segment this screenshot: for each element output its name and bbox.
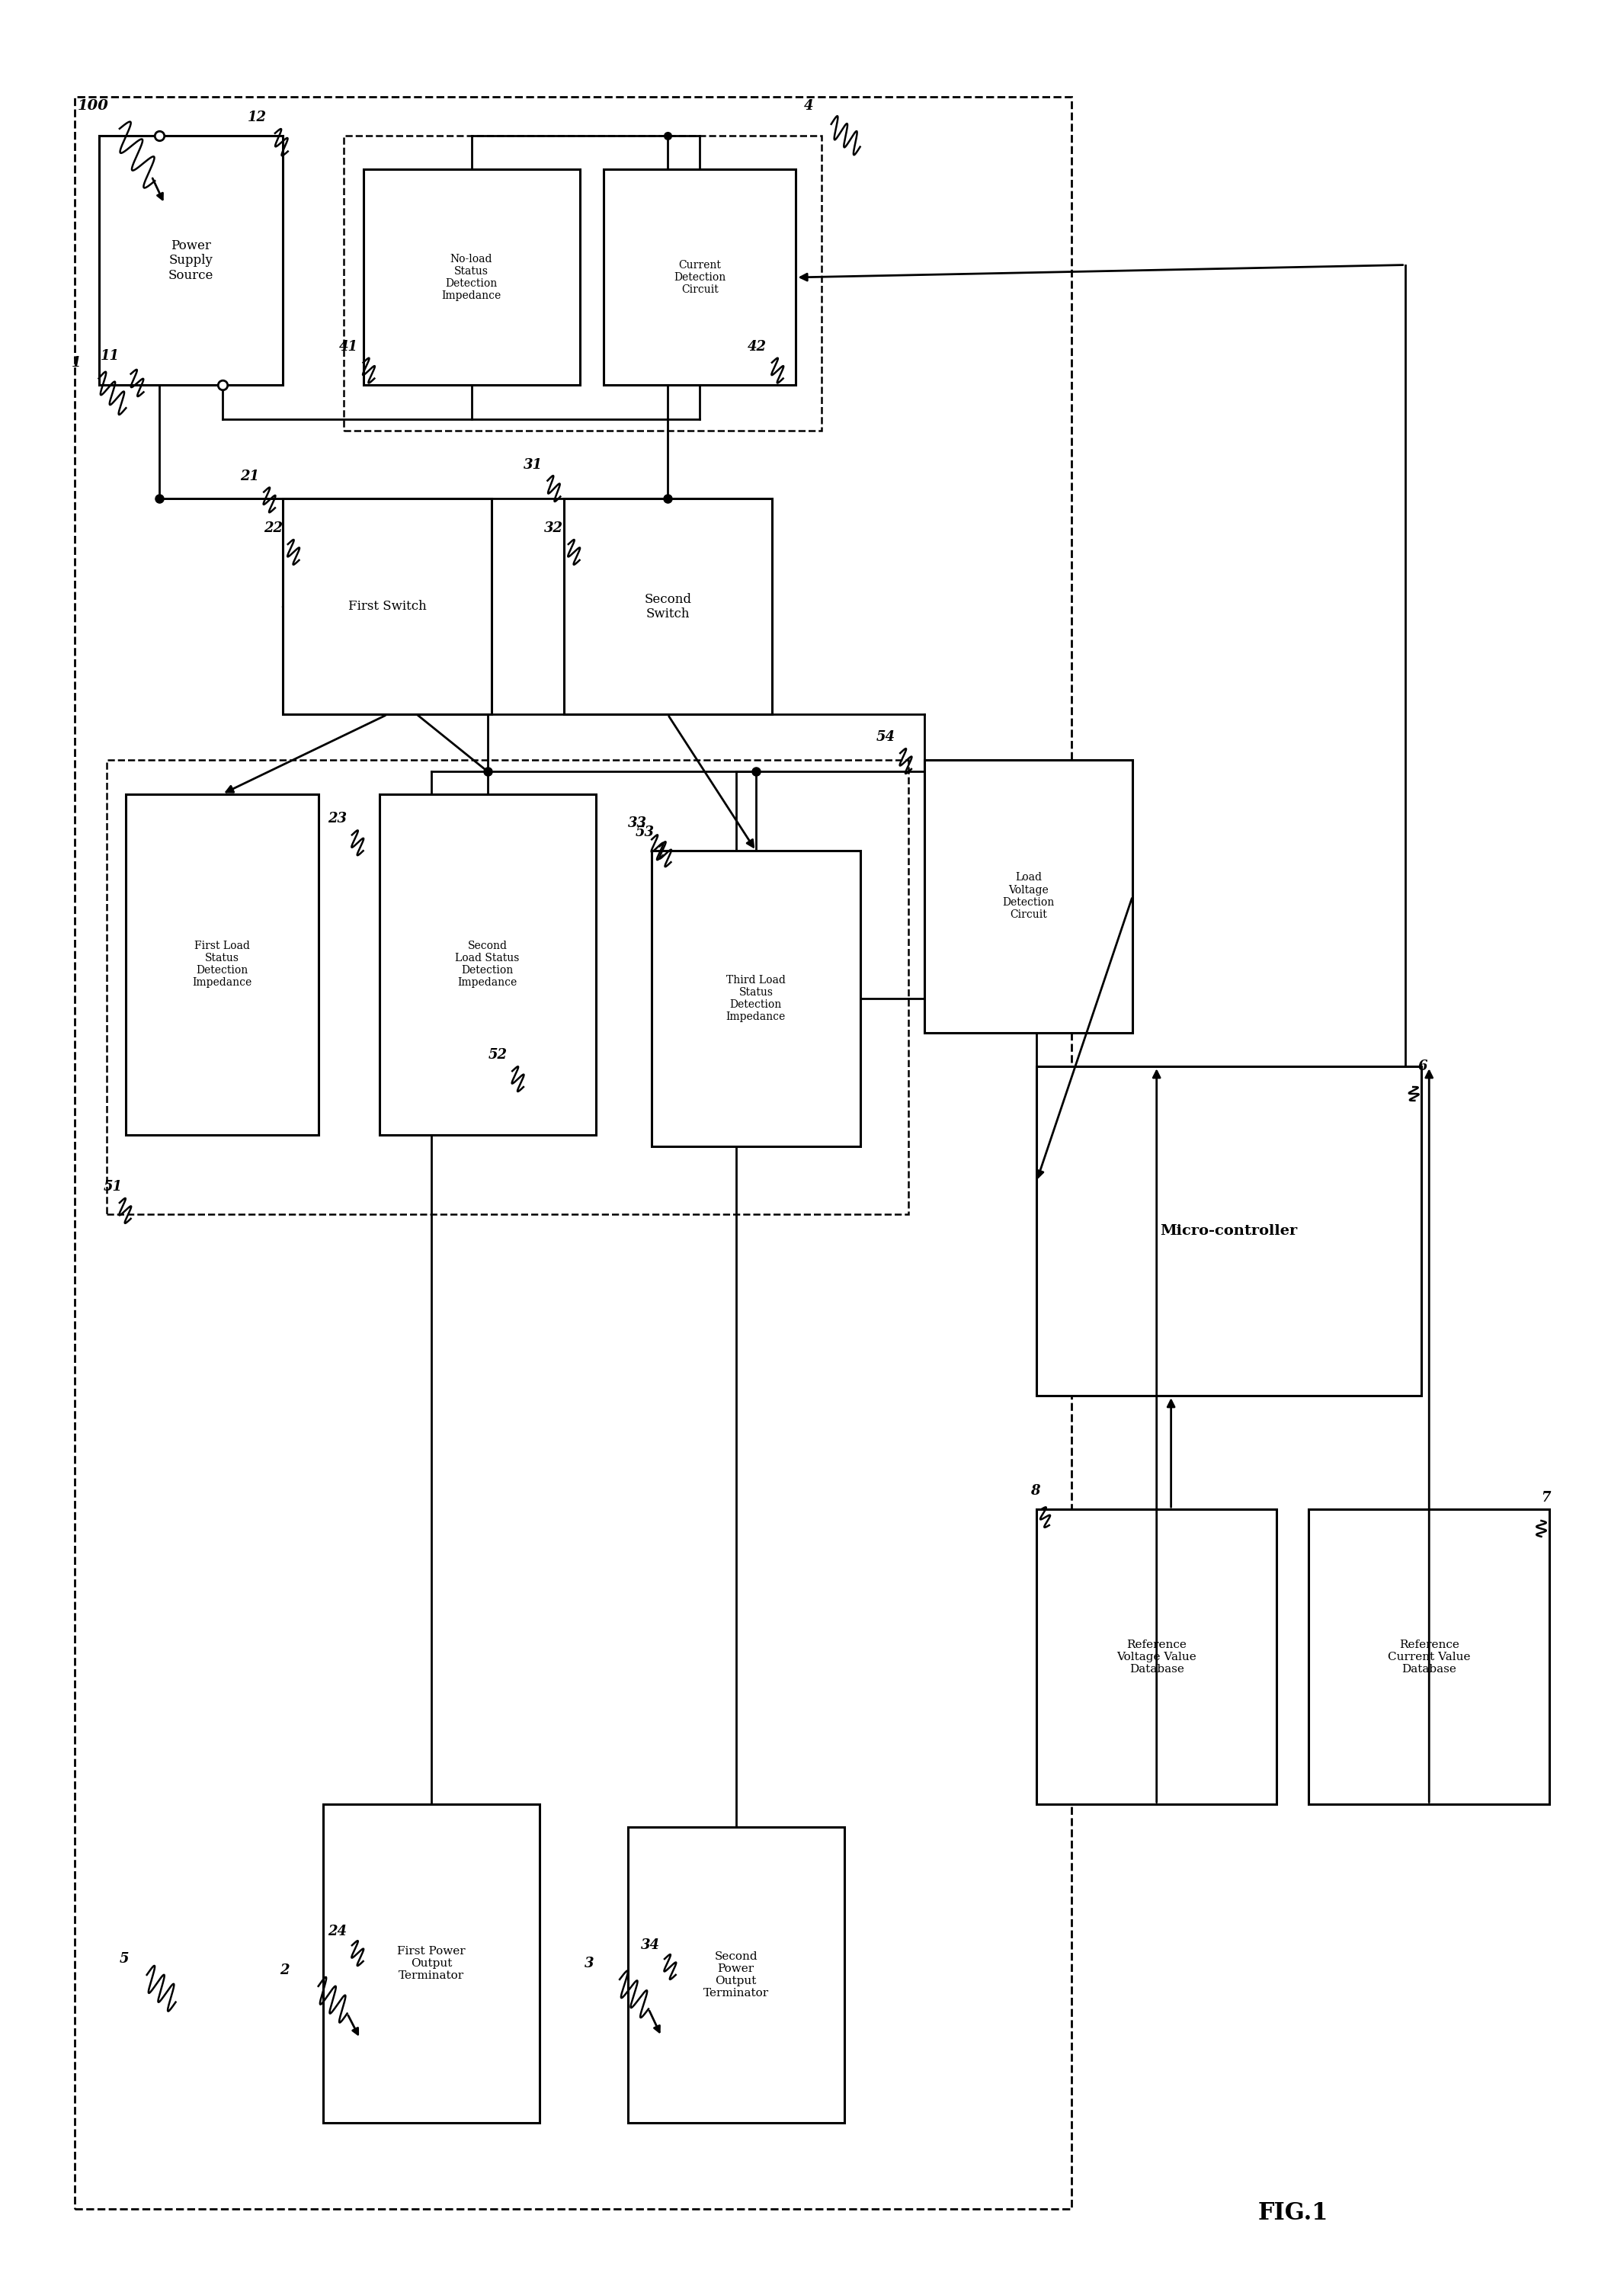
Text: 52: 52: [489, 1047, 507, 1061]
Text: Power
Supply
Source: Power Supply Source: [169, 238, 213, 282]
Text: 100: 100: [78, 99, 109, 112]
Bar: [564, 500, 771, 715]
Bar: [283, 500, 492, 715]
Text: Micro-controller: Micro-controller: [1160, 1224, 1298, 1238]
Text: 53: 53: [635, 825, 654, 839]
Text: 22: 22: [263, 523, 283, 536]
Text: Second
Power
Output
Terminator: Second Power Output Terminator: [703, 1950, 768, 1999]
Text: 21: 21: [240, 470, 258, 484]
Bar: [924, 761, 1132, 1031]
Bar: [604, 170, 796, 385]
Text: 11: 11: [101, 348, 120, 362]
Text: Load
Voltage
Detection
Circuit: Load Voltage Detection Circuit: [1002, 873, 1054, 919]
Bar: [127, 793, 318, 1135]
Text: 41: 41: [339, 339, 359, 353]
Text: Second
Load Status
Detection
Impedance: Second Load Status Detection Impedance: [455, 940, 520, 988]
Text: Second
Switch: Second Switch: [645, 594, 692, 621]
Text: 6: 6: [1418, 1059, 1427, 1073]
Text: 2: 2: [279, 1964, 289, 1978]
Bar: [75, 96, 1072, 2209]
Bar: [99, 135, 283, 385]
Text: 31: 31: [523, 458, 542, 472]
Text: First Power
Output
Terminator: First Power Output Terminator: [398, 1946, 466, 1980]
Text: 3: 3: [585, 1957, 594, 1971]
Bar: [627, 1827, 844, 2122]
Text: Reference
Current Value
Database: Reference Current Value Database: [1389, 1639, 1470, 1675]
Text: 32: 32: [544, 523, 564, 536]
Text: 33: 33: [627, 816, 646, 830]
Text: 51: 51: [104, 1180, 122, 1194]
Text: 12: 12: [248, 110, 266, 124]
Bar: [364, 170, 580, 385]
Text: Reference
Voltage Value
Database: Reference Voltage Value Database: [1117, 1639, 1197, 1675]
Text: Third Load
Status
Detection
Impedance: Third Load Status Detection Impedance: [726, 974, 786, 1022]
Bar: [344, 135, 822, 431]
Text: 8: 8: [1030, 1485, 1039, 1499]
Text: First Load
Status
Detection
Impedance: First Load Status Detection Impedance: [192, 940, 252, 988]
Bar: [380, 793, 596, 1135]
Text: 34: 34: [640, 1939, 659, 1953]
Bar: [1309, 1510, 1549, 1804]
Text: Current
Detection
Circuit: Current Detection Circuit: [674, 259, 726, 296]
Bar: [107, 761, 908, 1215]
Text: 7: 7: [1541, 1492, 1551, 1506]
Bar: [651, 850, 861, 1146]
Text: 54: 54: [875, 731, 895, 745]
Text: FIG.1: FIG.1: [1257, 2203, 1328, 2226]
Text: 42: 42: [749, 339, 767, 353]
Text: 24: 24: [328, 1925, 348, 1939]
Text: No-load
Status
Detection
Impedance: No-load Status Detection Impedance: [442, 254, 502, 300]
Text: First Switch: First Switch: [348, 601, 427, 614]
Text: 23: 23: [328, 811, 348, 825]
Bar: [1036, 1510, 1276, 1804]
Text: 4: 4: [804, 99, 814, 112]
Bar: [323, 1804, 539, 2122]
Text: 1: 1: [71, 355, 81, 369]
Bar: [1036, 1066, 1421, 1396]
Text: 5: 5: [120, 1953, 128, 1967]
